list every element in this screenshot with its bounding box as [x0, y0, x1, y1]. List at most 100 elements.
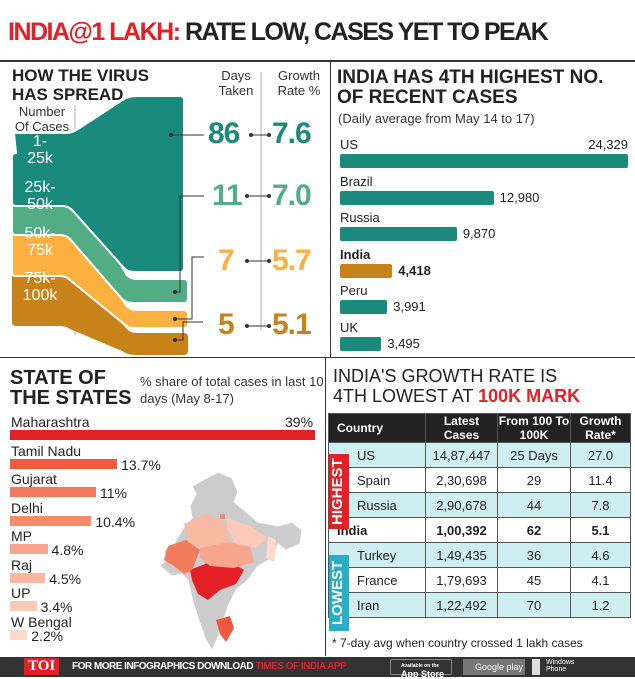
state-label: MP	[11, 528, 32, 544]
table-row: US 14,87,447 25 Days 27.0	[328, 442, 631, 468]
bar-label: Russia	[340, 210, 380, 225]
highest-group-label: HIGHEST	[329, 454, 349, 529]
table-row: Russia 2,90,678 44 7.8	[328, 492, 631, 518]
table-cell: 27.0	[570, 442, 631, 468]
table-cell: 7.8	[570, 492, 631, 518]
range-label-50k-75k: 50k- 75k	[24, 225, 56, 259]
rate-7-6: 7.6	[272, 117, 312, 150]
table-cell: 45	[497, 567, 571, 593]
bar-russia	[340, 227, 457, 241]
divider	[330, 62, 331, 357]
delhi	[220, 514, 225, 519]
toi-logo: TOI	[24, 658, 60, 675]
tamil-nadu	[216, 616, 234, 642]
bar-us	[340, 154, 628, 168]
range-label-1-25k: 1- 25k	[27, 133, 53, 167]
bar-value: 24,329	[588, 137, 628, 152]
state-label: W Bengal	[11, 613, 72, 630]
rate-col-label: Growth Rate %	[277, 68, 321, 98]
bar-w-bengal	[10, 629, 28, 640]
spread-flow-chart	[11, 72, 271, 355]
state-value: 2.2%	[31, 627, 64, 644]
bar-label: India	[340, 246, 371, 262]
table-cell: 14,87,447	[425, 442, 498, 468]
bar-up	[10, 601, 37, 611]
rajasthan	[184, 514, 230, 548]
bar-gujarat	[10, 487, 97, 497]
state-label: UP	[11, 585, 31, 601]
state-label: Raj	[11, 556, 33, 573]
bar-value: 4,418	[398, 262, 431, 278]
flow-band-50k-75k	[11, 222, 189, 329]
table-cell: 4.6	[570, 542, 631, 568]
days-7: 7	[218, 244, 235, 277]
table-row: France 1,79,693 45 4.1	[328, 567, 631, 593]
cases-col-label: Number Of Cases	[14, 104, 70, 134]
state-value: 4.5%	[49, 570, 82, 587]
bar-value: 9,870	[462, 226, 496, 241]
footer-text: FOR MORE INFOGRAPHICS DOWNLOAD TIMES OF …	[72, 661, 347, 672]
uttar-pradesh	[226, 518, 268, 548]
divider	[0, 357, 635, 358]
bar-india	[340, 263, 393, 278]
table-cell: 1.2	[570, 592, 631, 618]
range-label-75k-100k: 75k- 100k	[22, 270, 58, 304]
rate-5-7: 5.7	[272, 244, 312, 277]
table-cell: 1,49,435	[425, 542, 498, 568]
table-footnote: * 7-day avg when country crossed 1 lakh …	[332, 636, 583, 650]
bar-tamil-nadu	[10, 458, 118, 469]
recent-cases-title: INDIA HAS 4TH HIGHEST NO. OF RECENT CASE…	[337, 67, 604, 108]
google-play-button[interactable]: Google play	[463, 659, 525, 675]
bar-label: UK	[340, 319, 359, 335]
table-cell: 2,30,698	[425, 467, 498, 493]
state-value: 4.8%	[51, 542, 84, 558]
table-cell: 1,22,492	[425, 592, 498, 618]
state-value: 39%	[285, 414, 314, 430]
app-store-button[interactable]: Available on the App Store	[390, 659, 452, 679]
bar-uk	[340, 336, 382, 351]
table-cell: 70	[497, 592, 571, 618]
lowest-group-label: LOWEST	[329, 555, 349, 631]
bar-label: Peru	[340, 283, 368, 298]
table-cell: 36	[497, 542, 571, 568]
table-row: Turkey 1,49,435 36 4.6	[328, 542, 631, 568]
bar-brazil	[340, 190, 494, 205]
bar-label: US	[340, 137, 359, 152]
maharashtra	[190, 562, 244, 600]
days-5: 5	[218, 308, 235, 341]
days-11: 11	[212, 179, 243, 212]
table-cell: 62	[497, 517, 571, 543]
page-title: INDIA@1 LAKH: RATE LOW, CASES YET TO PEA…	[8, 18, 549, 46]
table-cell: 11.4	[570, 467, 631, 493]
range-label-25k-50k: 25k- 50k	[24, 179, 56, 213]
bar-mp	[10, 544, 48, 554]
state-value: 10.4%	[95, 513, 136, 530]
state-label: Maharashtra	[11, 414, 90, 430]
flow-band-75k-100k	[12, 268, 188, 355]
states-title: STATE OF THE STATES	[10, 367, 132, 409]
rate-5-1: 5.1	[272, 308, 312, 341]
table-cell: 4.1	[570, 567, 631, 593]
table-cell: 1,79,693	[425, 567, 498, 593]
madhya-pradesh	[200, 542, 254, 568]
bar-value: 3,495	[387, 335, 420, 351]
bar-delhi	[10, 515, 92, 526]
bar-maharashtra	[10, 430, 315, 440]
flow-band-1-25k	[11, 95, 185, 273]
days-86: 86	[208, 117, 240, 150]
spread-heading: HOW THE VIRUS HAS SPREAD	[12, 66, 149, 104]
bar-raj	[10, 572, 46, 583]
windows-phone-button[interactable]: Windows Phone	[532, 659, 580, 675]
bar-value: 3,991	[393, 299, 426, 314]
table-row: Iran 1,22,492 70 1.2	[328, 592, 631, 618]
gujarat	[164, 540, 200, 574]
state-value: 13.7%	[121, 456, 161, 473]
state-label: Tamil Nadu	[11, 442, 82, 459]
table-cell: 44	[497, 492, 571, 518]
table-row: India 1,00,392 62 5.1	[328, 517, 631, 543]
bar-value: 12,980	[499, 189, 540, 205]
state-label: Gujarat	[11, 471, 57, 487]
growth-title: INDIA'S GROWTH RATE IS 4TH LOWEST AT 100K…	[333, 366, 581, 406]
rate-7-0: 7.0	[272, 179, 312, 212]
table-cell: 29	[497, 467, 571, 493]
